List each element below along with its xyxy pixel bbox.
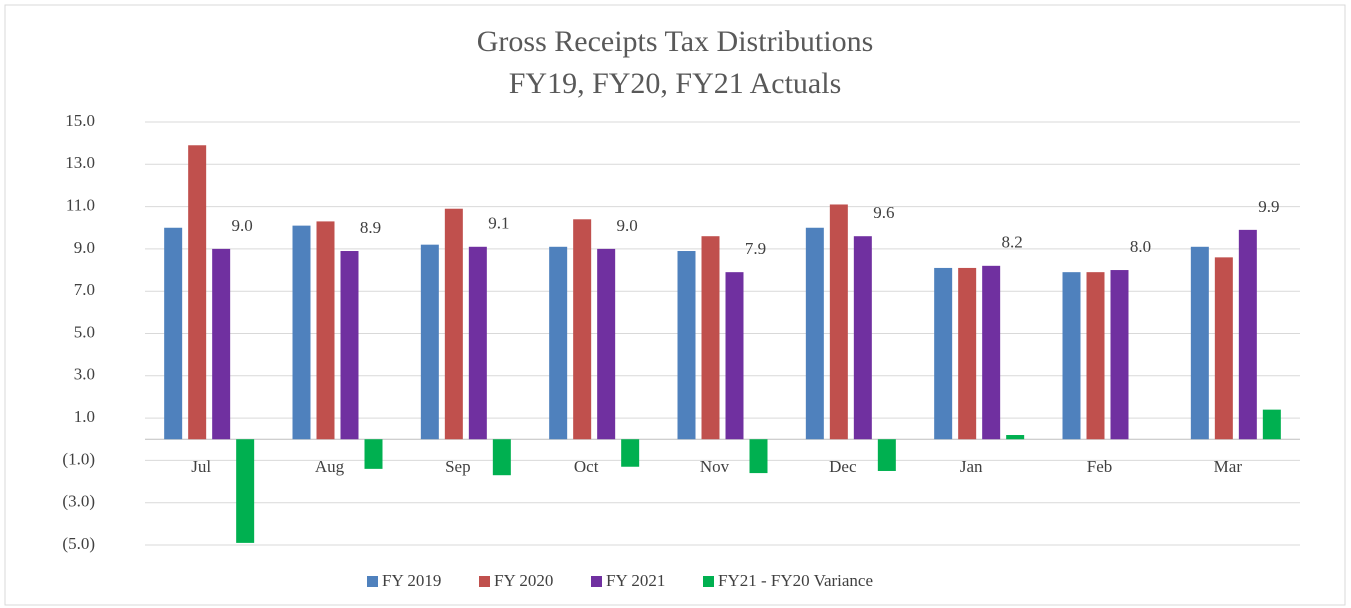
y-tick-label: 3.0 xyxy=(74,365,95,384)
bar xyxy=(725,272,744,440)
data-label: 9.0 xyxy=(617,216,638,235)
bar xyxy=(958,267,977,440)
bar xyxy=(701,236,720,440)
y-tick-label: (3.0) xyxy=(62,492,95,511)
bar xyxy=(164,227,183,440)
y-tick-label: 9.0 xyxy=(74,238,95,257)
bar xyxy=(805,227,824,440)
bar xyxy=(877,439,896,471)
bar xyxy=(188,145,207,440)
y-tick-label: 7.0 xyxy=(74,280,95,299)
legend-label: FY 2020 xyxy=(494,571,553,590)
x-tick-label: Sep xyxy=(445,457,471,476)
y-tick-label: 11.0 xyxy=(66,196,95,215)
x-tick-label: Dec xyxy=(829,457,857,476)
y-tick-label: (1.0) xyxy=(62,449,95,468)
bar xyxy=(236,439,255,543)
bar xyxy=(292,225,311,440)
bar xyxy=(340,251,359,440)
bar xyxy=(212,248,231,440)
legend-swatch xyxy=(479,576,490,587)
legend-label: FY21 - FY20 Variance xyxy=(718,571,873,590)
bar xyxy=(597,248,616,440)
bar xyxy=(1190,246,1209,440)
legend-label: FY 2019 xyxy=(382,571,441,590)
bar xyxy=(573,219,592,440)
x-tick-label: Jan xyxy=(960,457,983,476)
legend-swatch xyxy=(703,576,714,587)
bar xyxy=(982,265,1001,440)
y-tick-label: 13.0 xyxy=(65,153,95,172)
y-tick-label: 1.0 xyxy=(74,407,95,426)
data-label: 9.1 xyxy=(488,214,509,233)
x-tick-label: Feb xyxy=(1087,457,1113,476)
bar xyxy=(1062,272,1081,440)
legend-label: FY 2021 xyxy=(606,571,665,590)
bar xyxy=(1262,409,1281,440)
data-label: 8.2 xyxy=(1002,233,1023,252)
y-tick-label: (5.0) xyxy=(62,534,95,553)
bar xyxy=(853,236,872,440)
chart-title: Gross Receipts Tax Distributions xyxy=(477,25,874,58)
data-label: 9.0 xyxy=(232,216,253,235)
y-tick-label: 5.0 xyxy=(74,322,95,341)
bar xyxy=(549,246,568,440)
x-tick-label: Nov xyxy=(700,457,730,476)
bar xyxy=(829,204,848,440)
bar xyxy=(1214,257,1233,440)
bar xyxy=(621,439,640,467)
bar xyxy=(420,244,439,440)
legend-swatch xyxy=(591,576,602,587)
bar xyxy=(444,208,463,440)
x-tick-label: Jul xyxy=(191,457,211,476)
x-tick-label: Mar xyxy=(1214,457,1243,476)
bar xyxy=(364,439,383,469)
x-tick-label: Oct xyxy=(574,457,599,476)
bar xyxy=(749,439,768,474)
data-label: 9.9 xyxy=(1258,197,1279,216)
bar xyxy=(492,439,511,476)
bar xyxy=(468,246,487,440)
bar xyxy=(1238,229,1257,440)
bar xyxy=(1006,435,1025,440)
data-label: 8.9 xyxy=(360,218,381,237)
x-tick-label: Aug xyxy=(315,457,345,476)
bar xyxy=(316,221,335,440)
bar xyxy=(934,267,953,440)
data-label: 8.0 xyxy=(1130,237,1151,256)
data-label: 7.9 xyxy=(745,239,766,258)
y-tick-label: 15.0 xyxy=(65,111,95,130)
bar xyxy=(1086,272,1105,440)
legend-swatch xyxy=(367,576,378,587)
data-label: 9.6 xyxy=(873,203,894,222)
bar xyxy=(1110,270,1129,440)
bar xyxy=(677,251,696,440)
chart-subtitle: FY19, FY20, FY21 Actuals xyxy=(509,67,842,100)
